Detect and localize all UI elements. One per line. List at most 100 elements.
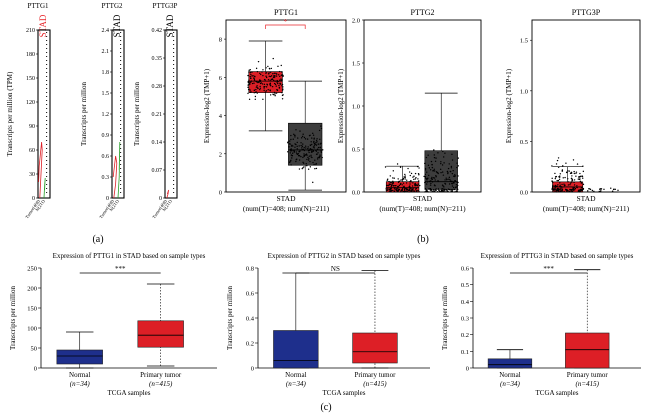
data-point xyxy=(392,177,394,179)
x-tick-label: N(211) xyxy=(34,198,46,212)
data-point xyxy=(274,80,276,82)
data-point xyxy=(303,146,305,149)
x-sample-size: (n=415) xyxy=(363,380,387,388)
data-point xyxy=(388,180,390,183)
data-point xyxy=(441,184,444,186)
data-point xyxy=(415,190,417,192)
data-point xyxy=(259,88,261,91)
data-point xyxy=(398,188,401,191)
data-point xyxy=(315,144,318,146)
data-point xyxy=(404,190,406,193)
data-point xyxy=(575,171,578,173)
data-point xyxy=(307,156,309,159)
data-point xyxy=(293,134,296,136)
data-point xyxy=(432,177,435,179)
data-point xyxy=(610,187,612,189)
data-point xyxy=(598,190,600,193)
data-point xyxy=(442,150,444,153)
data-point xyxy=(400,182,402,185)
data-point xyxy=(554,187,556,189)
data-point xyxy=(319,143,321,145)
data-point xyxy=(249,89,251,91)
x-category-label: Primary tumor xyxy=(354,371,396,379)
data-point xyxy=(561,183,563,186)
data-point xyxy=(269,75,272,78)
data-point xyxy=(410,172,413,175)
data-point xyxy=(569,184,571,186)
data-point xyxy=(444,188,446,191)
y-tick-label: 0.07 xyxy=(152,168,163,174)
data-point xyxy=(603,188,605,191)
data-point xyxy=(302,133,304,135)
data-point xyxy=(430,160,433,163)
data-point xyxy=(555,189,558,191)
strip-chart-2: PTTG2 STAD 0 0.3 0.6 0.9 1.2 1.5 1.8 2.1 2.4 Transc… xyxy=(80,2,125,219)
data-point xyxy=(450,167,453,169)
data-point xyxy=(312,161,314,164)
y-tick-label: 0.28 xyxy=(152,84,163,90)
data-point xyxy=(456,186,458,188)
data-point xyxy=(307,168,310,170)
data-point xyxy=(567,181,569,183)
data-point xyxy=(561,188,563,190)
data-point xyxy=(565,171,568,174)
data-point xyxy=(563,191,566,193)
data-point xyxy=(591,189,594,192)
data-point xyxy=(299,130,301,132)
data-point xyxy=(295,143,297,146)
strip-tag: STAD xyxy=(165,14,175,37)
data-point xyxy=(273,72,276,74)
data-point xyxy=(296,153,298,155)
data-point xyxy=(403,186,405,188)
data-point xyxy=(447,188,450,190)
data-point xyxy=(567,184,570,186)
data-point xyxy=(301,147,303,149)
data-point xyxy=(558,178,561,180)
data-point xyxy=(587,190,589,192)
data-point xyxy=(269,83,271,85)
data-point xyxy=(579,178,581,180)
data-point xyxy=(265,86,268,88)
data-point xyxy=(414,182,417,184)
data-point xyxy=(390,185,392,188)
x-category-label: Primary tumor xyxy=(140,371,182,379)
data-point xyxy=(443,162,445,164)
data-point xyxy=(247,84,249,86)
data-point xyxy=(573,179,576,181)
x-tick-label: N(211) xyxy=(161,198,173,212)
data-point xyxy=(414,172,417,175)
data-point xyxy=(570,177,573,179)
y-tick-label: 0.6 xyxy=(246,291,255,298)
data-point xyxy=(316,153,318,155)
data-point xyxy=(426,171,428,173)
box-0 xyxy=(487,358,533,369)
data-point xyxy=(415,177,417,179)
data-point xyxy=(262,98,264,101)
data-point xyxy=(250,81,252,83)
data-point xyxy=(265,75,267,77)
data-point xyxy=(433,170,436,172)
data-point xyxy=(269,80,271,82)
data-point xyxy=(405,179,408,181)
data-point xyxy=(302,143,304,145)
y-tick-label: 210 xyxy=(26,28,35,34)
data-point xyxy=(277,82,279,85)
data-point xyxy=(409,186,411,188)
data-point xyxy=(279,75,281,78)
data-point xyxy=(253,79,256,81)
data-point xyxy=(392,180,394,183)
data-point xyxy=(580,186,583,189)
data-point xyxy=(312,149,314,151)
data-point xyxy=(291,152,294,154)
data-point xyxy=(317,143,319,145)
panel-label-a: (a) xyxy=(92,234,103,245)
data-point xyxy=(390,183,392,186)
data-point xyxy=(247,92,249,95)
data-point xyxy=(254,95,257,98)
data-point xyxy=(453,191,456,193)
data-point xyxy=(275,85,277,87)
data-point xyxy=(269,84,272,86)
box-1 xyxy=(352,332,398,364)
data-point xyxy=(394,186,396,189)
data-point xyxy=(386,184,388,187)
